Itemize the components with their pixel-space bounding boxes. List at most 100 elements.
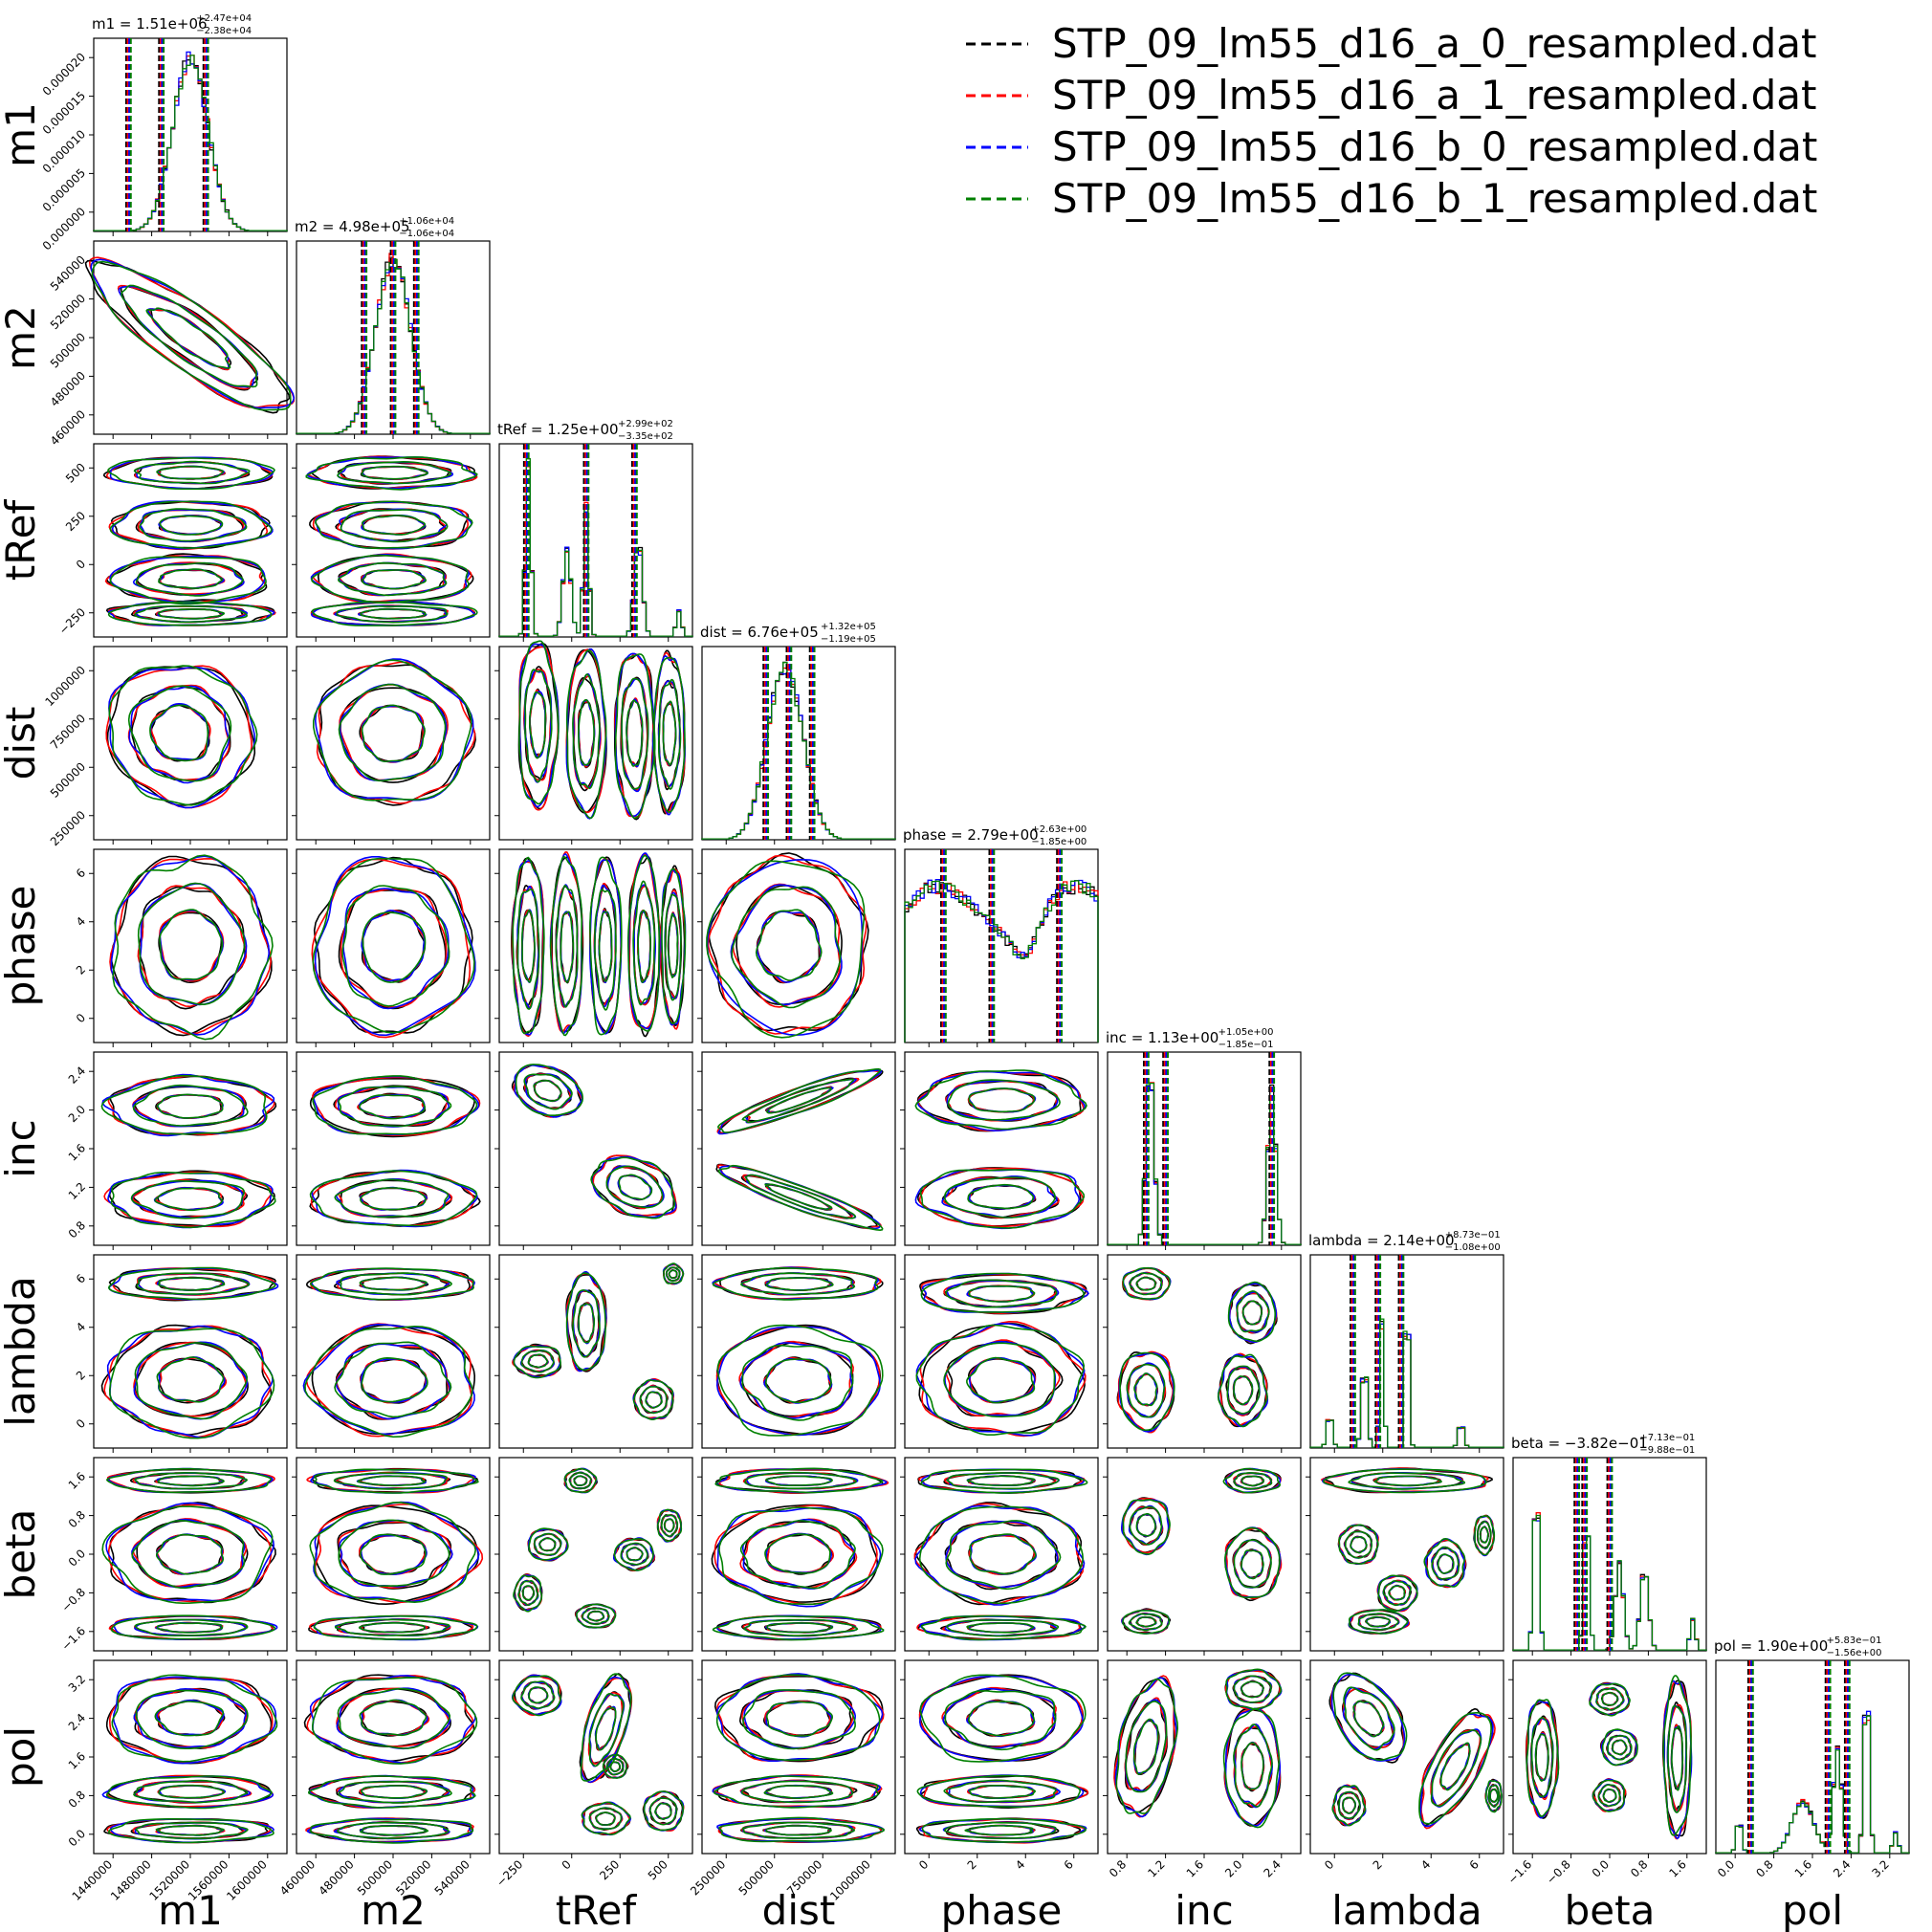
- contour-series-3: [1477, 1521, 1492, 1549]
- contour-series-3: [1343, 1686, 1395, 1751]
- x-tick-label: 0.8: [1107, 1857, 1129, 1879]
- contour-series-3: [1233, 1375, 1254, 1406]
- contour-series-3: [741, 1078, 855, 1124]
- contour-series-3: [121, 284, 258, 388]
- contour-series-3: [1217, 1353, 1268, 1428]
- contour-series-3: [527, 1353, 549, 1369]
- contour-series-3: [1236, 1290, 1270, 1333]
- y-tick-label: 6: [74, 866, 88, 880]
- contour-series-3: [156, 1093, 224, 1119]
- contour-series-3: [966, 1356, 1036, 1404]
- contour-series-3: [1222, 1708, 1281, 1829]
- contour-series-3: [1597, 1784, 1621, 1808]
- y-tick-label: 250: [63, 509, 88, 534]
- contour-series-3: [920, 1614, 1087, 1641]
- title-lower-err: −9.88e−01: [1639, 1445, 1695, 1456]
- contour-series-3: [1352, 1700, 1385, 1738]
- contour-series-3: [1332, 1672, 1408, 1762]
- contour-series-3: [763, 1785, 834, 1800]
- panel-beta-inc: [1103, 1457, 1302, 1656]
- contour-series-3: [145, 307, 231, 369]
- contour-series-3: [945, 1279, 1058, 1308]
- contour-series-3: [359, 1699, 428, 1737]
- contour-series-3: [361, 1785, 428, 1799]
- y-tick-label: 4: [74, 1320, 88, 1334]
- contour-series-3: [943, 1176, 1056, 1218]
- contour-series-3: [1487, 1784, 1501, 1808]
- histogram-phase-series-3: [904, 880, 1099, 1043]
- contour-series-3: [712, 1266, 879, 1301]
- panel-frame: [93, 848, 288, 1043]
- title-lambda: lambda = 2.14e+00: [1308, 1232, 1455, 1249]
- y-tick-label: 250000: [48, 808, 88, 848]
- contour-series-1: [606, 1166, 664, 1210]
- contour-series-3: [643, 1790, 685, 1832]
- panel-tRef-tRef: tRef = 1.25e+00 +2.99e+02 −3.35e+02: [497, 419, 693, 642]
- contour-series-2: [914, 1169, 1081, 1230]
- title-beta: beta = −3.82e−01: [1511, 1435, 1648, 1452]
- panel-frame: [93, 37, 288, 232]
- contour-series-3: [649, 1797, 678, 1826]
- y-tick-label: 3.2: [66, 1672, 88, 1694]
- title-dist: dist = 6.76e+05: [700, 624, 819, 641]
- contour-series-3: [158, 1277, 226, 1291]
- y-tick-label: 0.8: [66, 1508, 88, 1530]
- title-lower-err: −1.06e+04: [399, 229, 454, 239]
- contour-series-3: [156, 465, 225, 480]
- contour-series-3: [943, 1342, 1056, 1418]
- x-axis-label-beta: beta: [1565, 1887, 1656, 1932]
- contour-series-3: [609, 1761, 621, 1772]
- contour-series-3: [706, 860, 866, 1039]
- contour-series-3: [520, 1350, 555, 1373]
- contour-series-3: [101, 1505, 274, 1605]
- contour-series-3: [305, 456, 478, 491]
- panel-inc-m1: 0.8 1.2 1.6 2.0 2.4: [66, 1051, 288, 1250]
- x-tick-label: 1.2: [1145, 1857, 1167, 1879]
- contour-series-3: [588, 1693, 625, 1767]
- contour-series-3: [573, 1475, 588, 1486]
- title-inc: inc = 1.13e+00: [1106, 1029, 1218, 1046]
- y-tick-label: −250: [56, 605, 88, 637]
- panel-frame: [498, 1659, 693, 1855]
- contour-series-3: [765, 1277, 834, 1291]
- y-tick-label: 1000000: [42, 663, 88, 709]
- contour-series-3: [652, 656, 686, 813]
- contour-series-3: [156, 1533, 225, 1575]
- contour-series-3: [132, 1084, 249, 1127]
- contour-series-3: [766, 1087, 832, 1114]
- contour-series-2: [314, 856, 476, 1037]
- panel-beta-m2: [292, 1457, 491, 1656]
- contour-series-3: [159, 909, 224, 980]
- contour-series-3: [91, 260, 292, 411]
- panel-frame: [93, 240, 288, 435]
- x-axis-label-phase: phase: [941, 1887, 1063, 1932]
- contour-series-3: [1135, 1513, 1156, 1537]
- contour-series-3: [1671, 1725, 1684, 1791]
- contour-series-3: [309, 1818, 474, 1844]
- panel-inc-tRef: [494, 1051, 693, 1250]
- y-tick-label: 0: [74, 557, 88, 571]
- contour-series-3: [712, 1615, 885, 1641]
- legend-label: STP_09_lm55_d16_a_0_resampled.dat: [1052, 20, 1816, 67]
- contour-series-1: [707, 854, 867, 1035]
- contour-series-3: [1233, 1723, 1273, 1808]
- contour-series-3: [618, 1174, 653, 1200]
- x-tick-label: 0: [560, 1857, 574, 1872]
- y-tick-label: 0: [74, 1416, 88, 1431]
- contour-series-3: [528, 1527, 569, 1561]
- x-tick-label: 0: [916, 1857, 931, 1872]
- panel-dist-dist: dist = 6.76e+05 +1.32e+05 −1.19e+05: [700, 622, 896, 845]
- contour-series-3: [111, 1674, 278, 1763]
- contour-series-3: [1119, 1351, 1175, 1432]
- y-tick-label: 6: [74, 1271, 88, 1285]
- contour-series-3: [1601, 1691, 1619, 1706]
- contour-series-3: [1129, 1272, 1163, 1296]
- contour-series-3: [1225, 1668, 1283, 1710]
- contour-series-3: [139, 508, 248, 542]
- contour-series-3: [740, 1780, 854, 1804]
- contour-series-2: [1224, 1707, 1282, 1827]
- panel-lambda-phase: [900, 1254, 1099, 1453]
- panel-lambda-tRef: [494, 1254, 693, 1453]
- contour-series-3: [337, 1821, 450, 1839]
- contour-series-3: [337, 1687, 451, 1749]
